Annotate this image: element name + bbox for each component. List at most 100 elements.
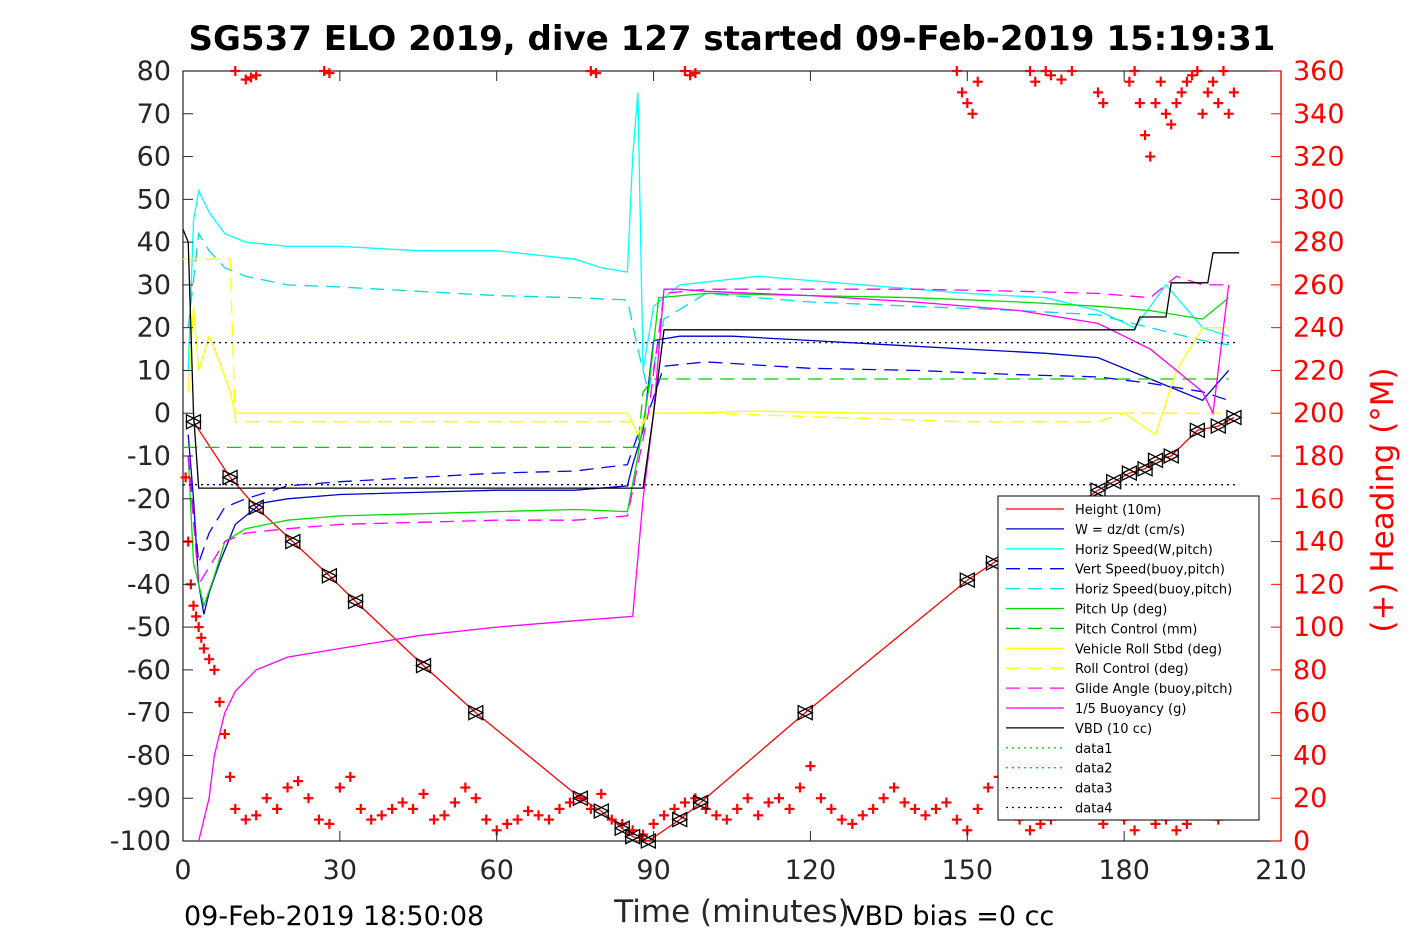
x-tick-label: 90 — [636, 855, 670, 886]
height-marker — [985, 554, 1002, 571]
heading-point-wrap — [1066, 66, 1077, 76]
height-marker — [1189, 422, 1206, 439]
heading-point — [941, 797, 952, 808]
heading-point — [481, 814, 492, 825]
heading-point — [920, 810, 931, 821]
y2-tick-label: 220 — [1293, 355, 1345, 386]
heading-point — [214, 696, 225, 707]
heading-point — [1025, 825, 1036, 836]
heading-point — [193, 622, 204, 633]
heading-point — [196, 632, 207, 643]
heading-point — [774, 793, 785, 804]
legend-label-data1: data1 — [1075, 742, 1113, 757]
heading-point — [679, 797, 690, 808]
legend-label-vert-speed-buoy-pitch: Vert Speed(buoy,pitch) — [1075, 563, 1225, 578]
heading-point-wrap — [1093, 87, 1103, 98]
heading-point — [711, 810, 722, 821]
heading-point — [826, 803, 837, 814]
y2-tick-label: 180 — [1293, 441, 1345, 472]
series-line-glide-angle-buoy-pitch — [187, 275, 1229, 587]
heading-point-wrap — [962, 98, 973, 109]
heading-point-wrap — [1124, 76, 1135, 87]
height-marker — [185, 413, 202, 430]
legend-label-pitch-control-mm: Pitch Control (mm) — [1075, 622, 1197, 637]
heading-point — [439, 810, 450, 821]
heading-point — [428, 814, 439, 825]
y2-tick-label: 160 — [1293, 484, 1345, 515]
legend-label-vehicle-roll-stbd-deg: Vehicle Roll Stbd (deg) — [1075, 642, 1222, 657]
heading-point — [763, 797, 774, 808]
height-marker — [1121, 465, 1138, 482]
heading-point-wrap — [1160, 108, 1171, 119]
heading-point — [847, 818, 858, 829]
height-marker — [1163, 447, 1180, 465]
heading-point-wrap — [319, 66, 330, 76]
legend-label-horiz-speed-w-pitch: Horiz Speed(W,pitch) — [1075, 543, 1213, 558]
heading-point-wrap — [1140, 130, 1151, 141]
heading-point-wrap — [1150, 98, 1161, 109]
heading-point — [910, 803, 920, 814]
heading-point — [188, 600, 199, 611]
x-tick-label: 150 — [942, 855, 994, 886]
heading-point — [1129, 825, 1140, 836]
height-marker — [1210, 418, 1227, 435]
heading-point — [240, 814, 251, 825]
heading-point-wrap — [1030, 76, 1041, 87]
x-tick-label: 180 — [1098, 855, 1150, 886]
legend-label-data3: data3 — [1075, 782, 1113, 797]
legend-label-data4: data4 — [1075, 802, 1113, 817]
heading-point — [219, 729, 230, 740]
ticks-layer: 0 30 60 90 120 150 180 21080706050403020100-10-… — [110, 56, 1345, 886]
heading-point-wrap — [1056, 74, 1067, 85]
heading-point-wrap — [1176, 87, 1187, 98]
heading-point — [523, 806, 534, 817]
heading-point-wrap — [685, 70, 696, 81]
y2-tick-label: 0 — [1293, 826, 1310, 857]
height-marker — [797, 704, 814, 721]
legend-label-roll-control-deg: Roll Control (deg) — [1075, 662, 1189, 677]
y2-tick-label: 200 — [1293, 398, 1345, 429]
height-marker — [468, 704, 485, 721]
y2-tick-label: 60 — [1293, 698, 1327, 729]
heading-point-wrap — [967, 108, 978, 119]
footer-vbd-bias: VBD bias =0 cc — [846, 901, 1054, 932]
y-tick-label: 0 — [154, 398, 171, 429]
series-line-vehicle-roll-stbd-deg — [187, 306, 1229, 437]
y2-tick-label: 300 — [1293, 184, 1345, 215]
y-tick-label: -10 — [127, 441, 171, 472]
heading-point — [742, 793, 753, 804]
heading-point — [191, 611, 202, 622]
series-line-horiz-speed-w-pitch — [187, 92, 1229, 371]
heading-point — [857, 810, 868, 821]
legend-label-data2: data2 — [1075, 762, 1113, 777]
heading-point-wrap — [1192, 66, 1203, 76]
series-line-vbd-10-cc — [182, 229, 1240, 489]
heading-point — [282, 782, 293, 793]
heading-point-wrap — [251, 70, 262, 81]
height-marker — [959, 572, 976, 589]
heading-point-wrap — [230, 66, 241, 76]
heading-point-wrap — [1213, 98, 1224, 109]
series-line-roll-control-deg — [183, 258, 1229, 423]
heading-point — [983, 782, 994, 793]
heading-point — [1035, 818, 1046, 829]
y-tick-label: 60 — [137, 142, 171, 173]
heading-point-wrap — [1187, 70, 1198, 81]
heading-point — [732, 803, 743, 814]
height-marker — [692, 794, 710, 811]
y-tick-label: 10 — [137, 355, 171, 386]
x-tick-label: 30 — [323, 855, 357, 886]
legend-label-vbd-10-cc: VBD (10 cc) — [1075, 722, 1152, 737]
heading-point — [366, 814, 377, 825]
y2-tick-label: 80 — [1293, 655, 1327, 686]
heading-point — [225, 771, 236, 782]
heading-point-wrap — [245, 72, 256, 83]
heading-point — [815, 793, 826, 804]
height-marker — [222, 469, 239, 486]
heading-point — [512, 814, 523, 825]
series-layer — [182, 92, 1240, 842]
y2-tick-label: 140 — [1293, 527, 1345, 558]
heading-point — [387, 803, 398, 814]
y-tick-label: -80 — [127, 740, 171, 771]
heading-point — [251, 810, 262, 821]
